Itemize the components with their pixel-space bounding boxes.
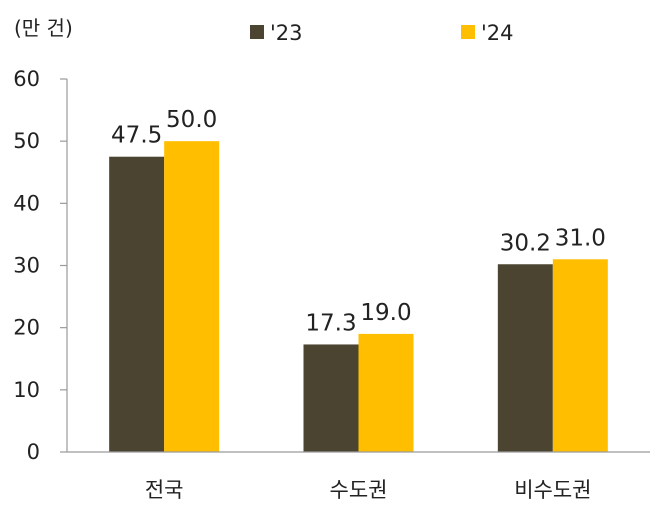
- bar-24-2: [552, 259, 608, 452]
- x-category-label: 비수도권: [514, 478, 591, 502]
- x-axis: 전국 수도권 비수도권: [67, 451, 650, 502]
- x-category-label: 수도권: [330, 478, 388, 502]
- y-tick-label: 60: [13, 67, 40, 91]
- bar-23-2: [497, 264, 553, 452]
- bar-23-0: [109, 156, 165, 453]
- bar-23-1: [303, 344, 359, 452]
- data-label: 19.0: [360, 300, 411, 326]
- data-label: 31.0: [555, 225, 606, 251]
- data-label: 30.2: [500, 230, 551, 256]
- y-axis-unit-label: (만 건): [14, 16, 73, 40]
- bar-24-0: [164, 141, 220, 452]
- data-label: 17.3: [305, 310, 356, 336]
- x-category-label: 전국: [145, 478, 184, 502]
- bar-24-1: [358, 333, 414, 452]
- data-label: 47.5: [111, 123, 162, 149]
- legend-swatch-23: [250, 25, 264, 39]
- y-tick-label: 20: [13, 316, 40, 340]
- y-tick-label: 30: [13, 254, 40, 278]
- data-label: 50.0: [166, 107, 217, 133]
- legend: '23 '24: [250, 21, 514, 45]
- legend-label-24: '24: [481, 21, 514, 45]
- legend-label-23: '23: [270, 21, 303, 45]
- y-tick-label: 40: [13, 191, 40, 215]
- y-tick-label: 0: [27, 440, 40, 464]
- y-tick-label: 10: [13, 378, 40, 402]
- bars: 47.550.0 17.3 19.0 30.2 31.0: [109, 107, 608, 453]
- legend-swatch-24: [461, 25, 475, 39]
- y-axis: 0 10 20 30 40 50 60: [13, 67, 68, 464]
- y-tick-label: 50: [13, 129, 40, 153]
